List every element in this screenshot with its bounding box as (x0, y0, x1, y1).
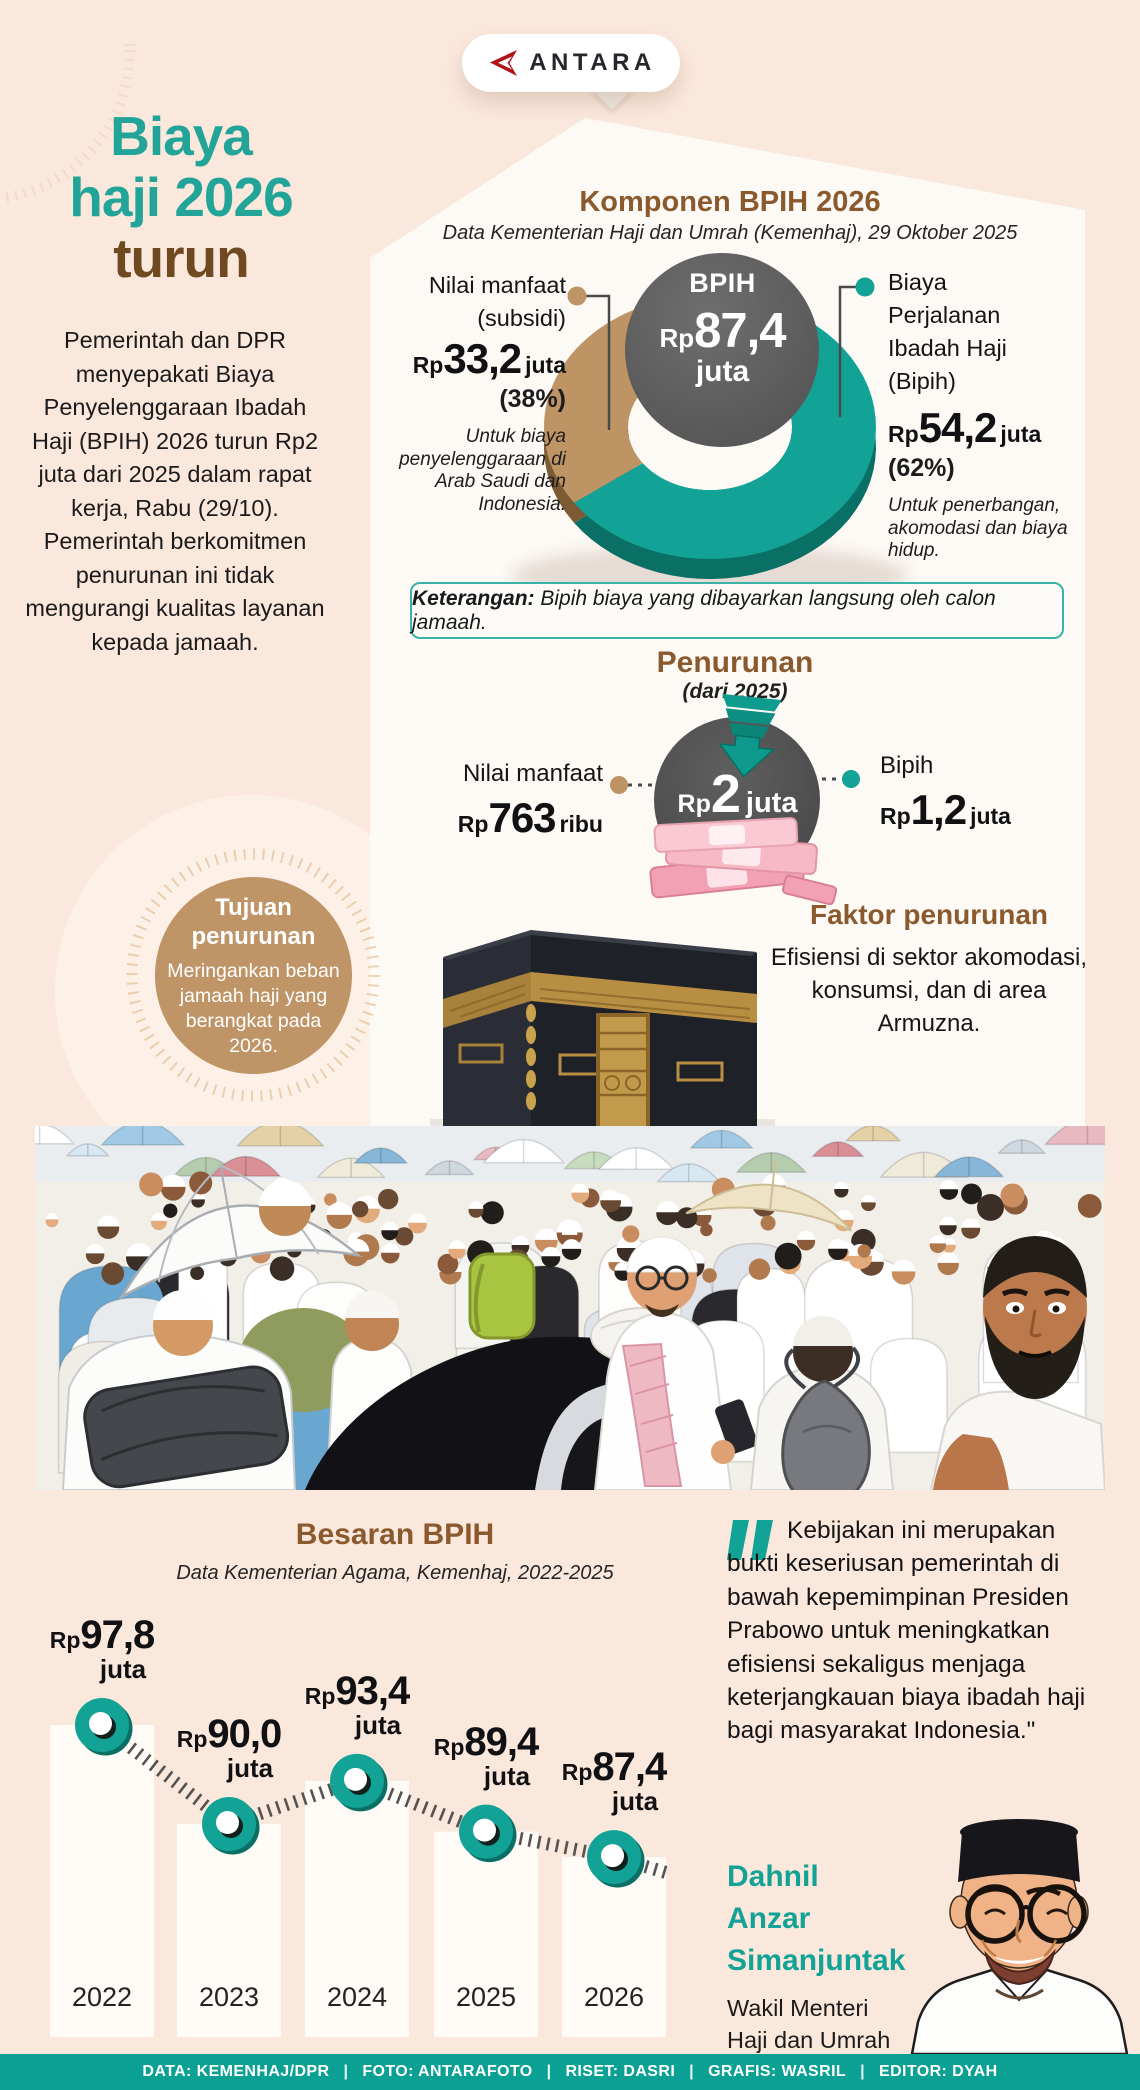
page-title-line2: haji 2026 (69, 166, 293, 228)
corner-hatch-decoration (0, 40, 135, 204)
komponen-source: Data Kementerian Haji dan Umrah (Kemenha… (442, 222, 1018, 244)
chart-value-label: Rp89,4 juta (433, 1719, 540, 1791)
quote-text: Kebijakan ini merupakan bukti keseriusan… (727, 1517, 1086, 1745)
chart-year-label: 2025 (455, 1982, 517, 2012)
footer-credit-item: GRAFIS: WASRIL (708, 2063, 847, 2080)
penurunan-dot-teal (842, 770, 860, 788)
chart-value-label: Rp97,8 juta (49, 1613, 156, 1684)
quote-author-role: Wakil Menteri Haji dan Umrah (727, 1995, 891, 2053)
nilai-manfaat-label: Nilai manfaat (subsidi) Rp33,2 juta (38%)… (318, 269, 566, 516)
intro-paragraph: Pemerintah dan DPR menyepakati Biaya Pen… (25, 327, 325, 655)
connector-dot-tan (567, 286, 587, 306)
footer-separator: | (689, 2063, 695, 2080)
kaaba-door (596, 1013, 650, 1140)
green-backpack (468, 1252, 536, 1340)
footer-credit-item: RISET: DASRI (565, 2063, 676, 2080)
besaran-chart: Rp97,8 juta 2022 Rp90,0 juta 2023 Rp93,4 juta 20… (30, 1600, 720, 2052)
kaaba-corner-ornaments (526, 1004, 536, 1110)
footer-credit-item: EDITOR: DYAH (879, 2063, 998, 2080)
footer-credit-item: DATA: KEMENHAJ/DPR (142, 2063, 330, 2080)
tujuan-circle: Tujuan penurunan Meringankan beban jamaa… (155, 877, 352, 1074)
nilai-manfaat-note: Untuk biaya penyelenggaraan di Arab Saud… (399, 426, 566, 515)
chart-year-label: 2022 (71, 1982, 133, 2012)
quote-icon (727, 1520, 773, 1560)
chart-year-label: 2026 (583, 1982, 645, 2012)
donut-center-disc (625, 253, 819, 447)
pilgrims-crowd-illustration (35, 1126, 1105, 1490)
donut-connectors (567, 277, 875, 430)
footer-credit-item: FOTO: ANTARAFOTO (362, 2063, 533, 2080)
footer-separator: | (546, 2063, 552, 2080)
footer-credits: DATA: KEMENHAJ/DPR | FOTO: ANTARAFOTO | RISE… (0, 2054, 1140, 2090)
chart-value-label: Rp87,4 juta (561, 1745, 668, 1817)
chart-year-label: 2023 (198, 1982, 260, 2012)
faktor-body: Efisiensi di sektor akomodasi, konsumsi,… (770, 944, 1088, 1037)
bipih-note: Untuk penerbangan, akomodasi dan biaya h… (888, 495, 1068, 561)
chart-year-label: 2024 (326, 1982, 388, 2012)
chart-value-label: Rp93,4 juta (304, 1668, 411, 1740)
bpih-label: BPIH (689, 268, 756, 298)
donut-center-label: BPIH Rp87,4 juta (630, 268, 815, 389)
penurunan-subtitle: (dari 2025) (682, 680, 788, 703)
penurunan-nilai-manfaat: Nilai manfaat Rp763 ribu (457, 760, 603, 841)
chart-value-label: Rp90,0 juta (176, 1712, 283, 1784)
page-title: Biaya haji 2026 turun (18, 106, 344, 289)
tujuan-body: Meringankan beban jamaah haji yang beran… (167, 959, 340, 1057)
page-title-line3: turun (113, 227, 250, 289)
dashed-ring-decoration (126, 848, 380, 1102)
komponen-title: Komponen BPIH 2026 (579, 186, 881, 218)
dahnil-portrait-illustration (910, 1819, 1129, 2054)
faktor-title: Faktor penurunan (809, 899, 1048, 930)
faktor-section: Faktor penurunan Efisiensi di sektor ako… (770, 899, 1088, 1040)
besaran-title: Besaran BPIH (295, 1518, 495, 1551)
antara-logo-mark-icon (490, 50, 518, 76)
drawstring-bag (781, 1379, 871, 1490)
money-stack-icon (649, 817, 838, 906)
connector-dot-teal (855, 277, 875, 297)
besaran-chart-svg (50, 1698, 670, 2037)
footer-separator: | (343, 2063, 349, 2080)
footer-separator: | (860, 2063, 865, 2080)
tujuan-title: Tujuan penurunan (191, 893, 316, 950)
keterangan-box: Keterangan: Bipih biaya yang dibayarkan … (410, 582, 1064, 639)
antara-wordmark: ANTARA (529, 49, 656, 76)
penurunan-title: Penurunan (656, 646, 814, 679)
penurunan-graphic (610, 693, 860, 906)
penurunan-bipih: Bipih Rp1,2 juta (880, 752, 1011, 833)
bipih-label: Biaya Perjalanan Ibadah Haji (Bipih) Rp5… (888, 266, 1123, 563)
besaran-source: Data Kementerian Agama, Kemenhaj, 2022-2… (176, 1562, 614, 1584)
penurunan-amount: Rp2 juta (677, 764, 798, 824)
quote-author-name: Dahnil Anzar Simanjuntak (727, 1860, 906, 1977)
penurunan-dot-tan (610, 776, 628, 794)
duffel-bag (83, 1365, 290, 1489)
antara-logo: ANTARA (462, 34, 680, 92)
page-title-line1: Biaya (110, 105, 253, 167)
cream-umbrella (685, 1160, 853, 1232)
kaaba-illustration (430, 930, 775, 1140)
crowd-foreground (61, 1160, 1105, 1490)
down-arrow-icon (718, 693, 782, 778)
